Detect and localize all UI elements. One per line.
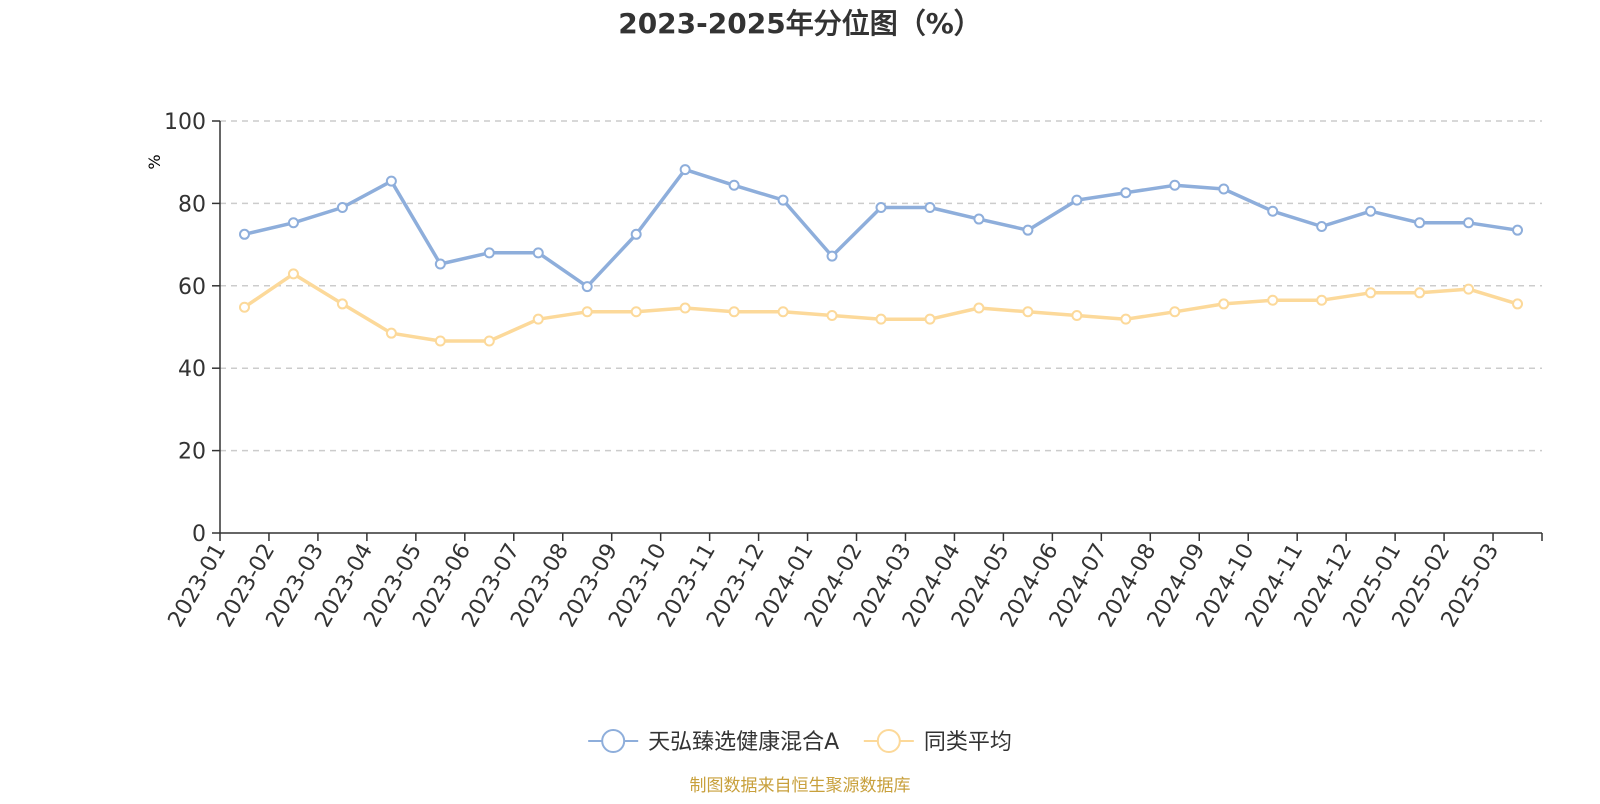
data-point: [1022, 224, 1034, 236]
y-tick-label: 100: [164, 110, 206, 135]
data-point: [1365, 287, 1377, 299]
legend-item-1[interactable]: 同类平均: [863, 729, 1012, 755]
data-point: [1316, 294, 1328, 306]
data-point: [728, 306, 740, 318]
data-point: [777, 306, 789, 318]
data-point: [238, 228, 250, 240]
legend-label: 同类平均: [924, 730, 1012, 755]
data-point: [287, 217, 299, 229]
y-tick-label: 60: [178, 275, 206, 300]
source-note: 制图数据来自恒生聚源数据库: [690, 776, 911, 796]
legend[interactable]: 天弘臻选健康混合A 同类平均: [588, 729, 1012, 755]
data-point: [1071, 309, 1083, 321]
data-point: [434, 335, 446, 347]
data-point: [483, 335, 495, 347]
grid-layer: [220, 120, 1542, 452]
data-point: [1267, 205, 1279, 217]
data-point: [924, 202, 936, 214]
data-point: [1022, 306, 1034, 318]
data-point: [973, 302, 985, 314]
data-point: [875, 313, 887, 325]
y-tick-label: 20: [178, 440, 206, 465]
data-point: [1463, 217, 1475, 229]
data-point: [287, 268, 299, 280]
data-point: [679, 164, 691, 176]
data-point: [1414, 287, 1426, 299]
data-point: [336, 298, 348, 310]
data-point: [1365, 205, 1377, 217]
data-point: [434, 258, 446, 270]
data-point: [1218, 183, 1230, 195]
data-point: [1120, 313, 1132, 325]
y-tick-label: 0: [192, 522, 206, 547]
data-point: [532, 313, 544, 325]
data-point: [1512, 298, 1524, 310]
data-point: [875, 202, 887, 214]
legend-marker: [876, 729, 901, 753]
data-point: [826, 250, 838, 262]
data-point: [679, 302, 691, 314]
data-point: [630, 306, 642, 318]
series-0: [238, 164, 1524, 293]
data-point: [1169, 306, 1181, 318]
legend-item-0[interactable]: 天弘臻选健康混合A: [588, 729, 839, 755]
data-point: [728, 179, 740, 191]
axis-layer: 0204060801002023-012023-022023-032023-04…: [164, 110, 1543, 632]
data-point: [924, 313, 936, 325]
data-point: [336, 202, 348, 214]
data-point: [483, 247, 495, 259]
legend-marker: [601, 729, 626, 753]
data-point: [1120, 187, 1132, 199]
data-point: [1463, 283, 1475, 295]
data-point: [1169, 179, 1181, 191]
data-point: [1267, 294, 1279, 306]
data-point: [581, 281, 593, 293]
data-point: [1414, 217, 1426, 229]
y-axis-label: %: [145, 154, 164, 169]
data-point: [1071, 194, 1083, 206]
data-point: [238, 301, 250, 313]
legend-label: 天弘臻选健康混合A: [648, 730, 839, 755]
data-point: [385, 175, 397, 187]
y-tick-label: 40: [178, 357, 206, 382]
data-point: [532, 247, 544, 259]
data-point: [630, 228, 642, 240]
series-layer: [238, 164, 1524, 347]
data-point: [581, 306, 593, 318]
series-1: [238, 268, 1524, 347]
data-point: [385, 327, 397, 339]
y-tick-label: 80: [178, 192, 206, 217]
data-point: [1218, 298, 1230, 310]
chart-title: 2023-2025年分位图（%）: [618, 7, 982, 40]
data-point: [1316, 220, 1328, 232]
data-point: [826, 309, 838, 321]
data-point: [973, 213, 985, 225]
data-point: [777, 194, 789, 206]
series-line: [243, 272, 1519, 343]
data-point: [1512, 224, 1524, 236]
